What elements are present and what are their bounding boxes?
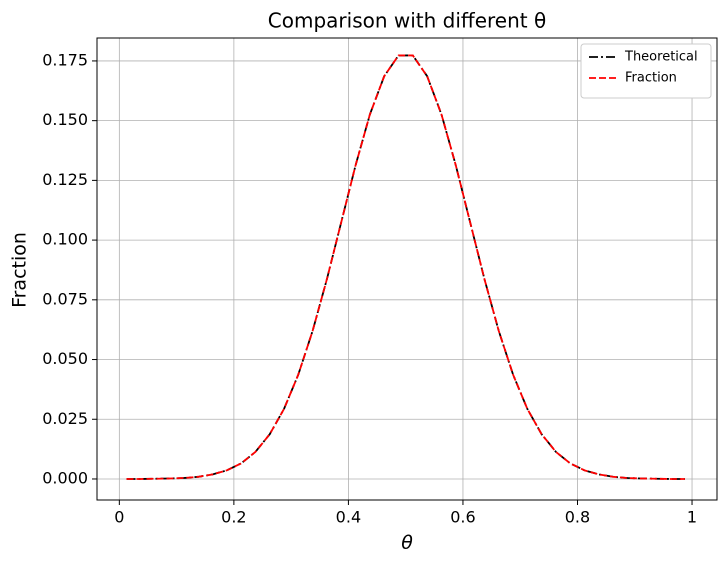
x-tick-label: 0.8 (565, 508, 590, 527)
x-tick-label: 1 (687, 508, 697, 527)
y-tick-label: 0.100 (42, 230, 88, 249)
y-tick-label: 0.150 (42, 110, 88, 129)
x-tick-label: 0.6 (450, 508, 475, 527)
y-axis-label: Fraction (9, 232, 31, 308)
series-line (126, 54, 685, 480)
y-tick-label: 0.075 (42, 289, 88, 308)
y-tick-label: 0.050 (42, 349, 88, 368)
legend: Theoretical Fraction (580, 43, 712, 99)
x-tick-label: 0.2 (221, 508, 246, 527)
legend-label: Fraction (625, 71, 677, 86)
y-tick-label: 0.000 (42, 468, 88, 487)
y-tick-label: 0.125 (42, 170, 88, 189)
plot-frame (96, 37, 718, 501)
x-tick-label: 0 (114, 508, 124, 527)
x-axis-label: θ (401, 532, 413, 554)
chart-title: Comparison with different θ (268, 9, 546, 33)
y-tick-label: 0.025 (42, 409, 88, 428)
x-tick-label: 0.4 (336, 508, 361, 527)
series-line (126, 54, 685, 480)
y-tick-label: 0.175 (42, 50, 88, 69)
legend-label: Theoretical (624, 50, 698, 65)
